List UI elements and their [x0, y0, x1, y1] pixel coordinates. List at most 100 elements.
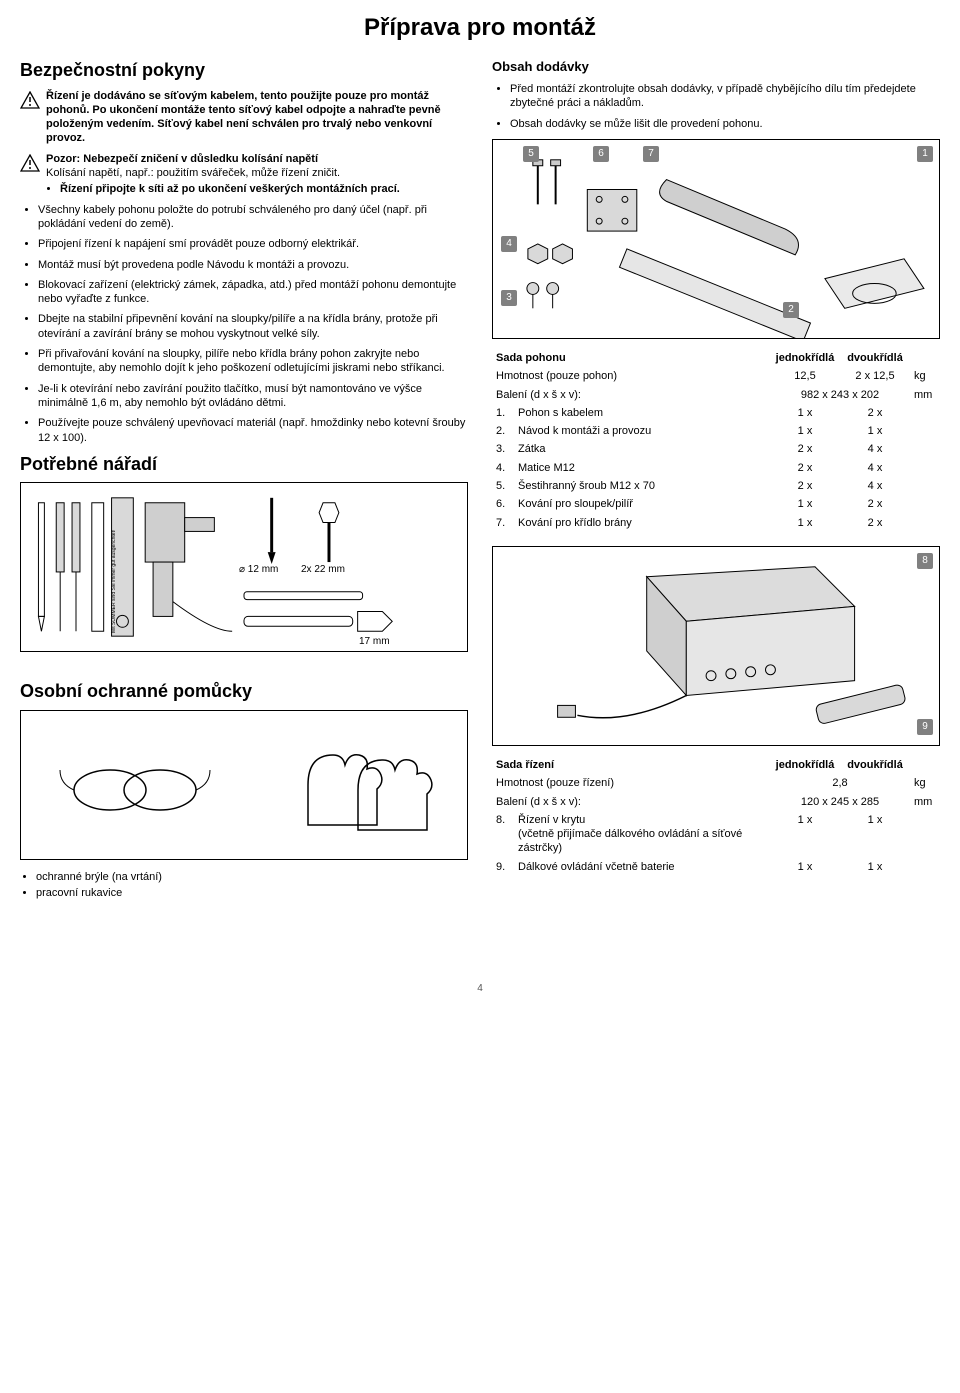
cell: kg: [910, 367, 940, 385]
cell: [910, 440, 940, 458]
badge-1: 1: [917, 146, 933, 162]
cell: 1 x: [770, 514, 840, 532]
scope-heading: Obsah dodávky: [492, 59, 940, 76]
cell: Kování pro sloupek/pilíř: [514, 495, 770, 513]
tool-socket-label: 17 mm: [359, 635, 390, 648]
cell: 1 x: [770, 404, 840, 422]
table-row: 6.Kování pro sloupek/pilíř1 x2 x: [492, 495, 940, 513]
cell: 2 x 12,5: [840, 367, 910, 385]
kit1-col2: dvoukřídlá: [840, 349, 910, 367]
warning-1-text: Řízení je dodáváno se síťovým kabelem, t…: [46, 89, 468, 146]
cell: 3.: [492, 440, 514, 458]
tools-figure: ⌀ 12 mm 2x 22 mm 17 mm Mit SOMMER sind S…: [20, 482, 468, 652]
cell: 2 x: [770, 459, 840, 477]
table-row: Hmotnost (pouze řízení)2,8kg: [492, 774, 940, 792]
cell: 4 x: [840, 440, 910, 458]
table-row: Hmotnost (pouze pohon)12,52 x 12,5kg: [492, 367, 940, 385]
cell: 4.: [492, 459, 514, 477]
cell: 1 x: [770, 858, 840, 876]
cell: 4 x: [840, 477, 910, 495]
kit1-figure: 5 6 7 1 4 3 2: [492, 139, 940, 339]
warning-2-title: Pozor: Nebezpečí zničení v důsledku kolí…: [46, 152, 400, 166]
safety-bullets: Všechny kabely pohonu položte do potrubí…: [20, 203, 468, 445]
cell: [910, 811, 940, 858]
cell: Pohon s kabelem: [514, 404, 770, 422]
cell: Balení (d x š x v):: [492, 793, 770, 811]
main-columns: Bezpečnostní pokyny Řízení je dodáváno s…: [20, 55, 940, 902]
cell: [910, 514, 940, 532]
badge-9: 9: [917, 719, 933, 735]
right-column: Obsah dodávky Před montáží zkontrolujte …: [492, 55, 940, 902]
cell: 2 x: [770, 440, 840, 458]
ppe-list: ochranné brýle (na vrtání)pracovní rukav…: [20, 870, 468, 901]
safety-bullet: Blokovací zařízení (elektrický zámek, zá…: [38, 278, 468, 307]
cell: Matice M12: [514, 459, 770, 477]
warning-2: Pozor: Nebezpečí zničení v důsledku kolí…: [20, 152, 468, 197]
kit2-figure: 8 9: [492, 546, 940, 746]
cell: [910, 477, 940, 495]
cell: Řízení v krytu (včetně přijímače dálkové…: [514, 811, 770, 858]
cell: 1 x: [840, 858, 910, 876]
cell: [910, 404, 940, 422]
warning-1: Řízení je dodáváno se síťovým kabelem, t…: [20, 89, 468, 146]
safety-heading: Bezpečnostní pokyny: [20, 59, 468, 82]
page-title: Příprava pro montáž: [20, 12, 940, 43]
table-row: 5.Šestihranný šroub M12 x 702 x4 x: [492, 477, 940, 495]
tool-wrench-label: 2x 22 mm: [301, 563, 345, 576]
badge-5: 5: [523, 146, 539, 162]
left-column: Bezpečnostní pokyny Řízení je dodáváno s…: [20, 55, 468, 902]
kit1-illustration: [493, 140, 939, 338]
cell: Kování pro křídlo brány: [514, 514, 770, 532]
goggles-icon: [50, 740, 230, 830]
cell: Dálkové ovládání včetně baterie: [514, 858, 770, 876]
cell: 8.: [492, 811, 514, 858]
cell: mm: [910, 386, 940, 404]
scope-bullet: Obsah dodávky se může lišit dle proveden…: [510, 117, 940, 131]
scope-bullet: Před montáží zkontrolujte obsah dodávky,…: [510, 82, 940, 111]
cell: 1 x: [770, 422, 840, 440]
table-row: 8.Řízení v krytu (včetně přijímače dálko…: [492, 811, 940, 858]
cell: 1 x: [840, 422, 910, 440]
cell: [910, 459, 940, 477]
cell: [910, 858, 940, 876]
cell: 2.: [492, 422, 514, 440]
cell: 120 x 245 x 285: [770, 793, 910, 811]
table-row: 7.Kování pro křídlo brány1 x2 x: [492, 514, 940, 532]
safety-bullet: Všechny kabely pohonu položte do potrubí…: [38, 203, 468, 232]
safety-bullet: Je-li k otevírání nebo zavírání použito …: [38, 382, 468, 411]
cell: 2 x: [840, 495, 910, 513]
warning-2-text: Kolísání napětí, např.: použitím svářeče…: [46, 166, 400, 180]
cell: 9.: [492, 858, 514, 876]
ppe-item: pracovní rukavice: [36, 886, 468, 900]
cell: 1 x: [770, 811, 840, 858]
kit2-col1: jednokřídlá: [770, 756, 840, 774]
tool-tape-text: Mit SOMMER sind Sie immer gut ausgericht…: [111, 503, 118, 633]
gloves-icon: [288, 730, 438, 840]
safety-bullet: Dbejte na stabilní připevnění kování na …: [38, 312, 468, 341]
cell: Návod k montáži a provozu: [514, 422, 770, 440]
cell: 1 x: [770, 495, 840, 513]
cell: 2,8: [770, 774, 910, 792]
cell: Šestihranný šroub M12 x 70: [514, 477, 770, 495]
cell: 1 x: [840, 811, 910, 858]
cell: mm: [910, 793, 940, 811]
warning-2-list: Řízení připojte k síti až po ukončení ve…: [46, 182, 400, 196]
cell: 4 x: [840, 459, 910, 477]
kit1-table: Sada pohonu jednokřídlá dvoukřídlá Hmotn…: [492, 349, 940, 532]
safety-bullet: Při přivařování kování na sloupky, pilíř…: [38, 347, 468, 376]
cell: Zátka: [514, 440, 770, 458]
cell: 12,5: [770, 367, 840, 385]
badge-4: 4: [501, 236, 517, 252]
table-row: 1.Pohon s kabelem1 x2 x: [492, 404, 940, 422]
safety-bullet: Připojení řízení k napájení smí provádět…: [38, 237, 468, 251]
ppe-figure: [20, 710, 468, 860]
badge-6: 6: [593, 146, 609, 162]
cell: Balení (d x š x v):: [492, 386, 770, 404]
page-footer: 4: [20, 982, 940, 995]
kit2-illustration: [493, 547, 939, 745]
cell: 2 x: [770, 477, 840, 495]
cell: Hmotnost (pouze řízení): [492, 774, 770, 792]
kit2-table: Sada řízení jednokřídlá dvoukřídlá Hmotn…: [492, 756, 940, 876]
kit2-col2: dvoukřídlá: [840, 756, 910, 774]
warning-2-body: Pozor: Nebezpečí zničení v důsledku kolí…: [46, 152, 400, 197]
